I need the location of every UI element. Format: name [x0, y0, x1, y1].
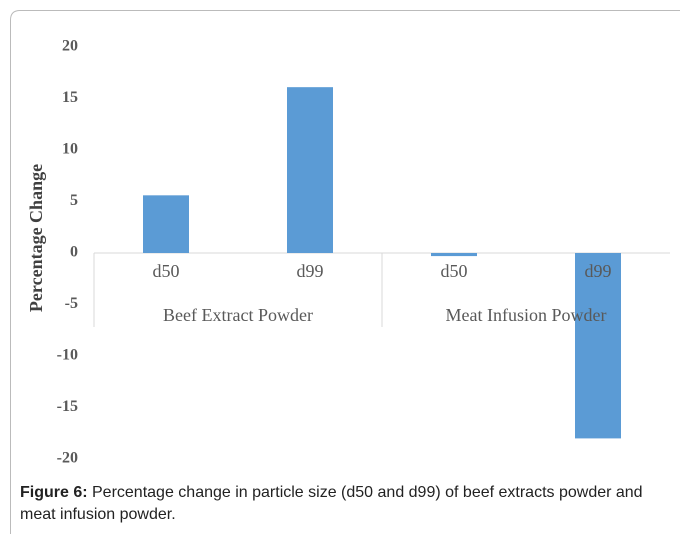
bar	[431, 253, 477, 257]
bar	[143, 195, 189, 253]
x-tick-label: d99	[297, 261, 324, 281]
y-tick-label: -5	[65, 295, 78, 312]
bar	[575, 253, 621, 439]
bar	[287, 87, 333, 253]
frame	[10, 10, 680, 534]
y-tick-label: 0	[70, 244, 78, 261]
x-tick-label: d50	[153, 261, 180, 281]
y-axis-label: Percentage Change	[26, 164, 46, 312]
x-tick-label: d99	[585, 261, 612, 281]
y-tick-label: -15	[57, 398, 78, 415]
y-tick-label: 10	[62, 141, 78, 158]
caption: Figure 6: Percentage change in particle …	[20, 482, 670, 526]
x-tick-label: d50	[441, 261, 468, 281]
y-tick-label: -10	[57, 347, 78, 364]
caption-text: Percentage change in particle size (d50 …	[20, 484, 643, 523]
y-tick-label: 5	[70, 192, 78, 209]
group-label: Meat Infusion Powder	[446, 305, 607, 325]
group-label: Beef Extract Powder	[163, 305, 313, 325]
y-tick-label: -20	[57, 450, 78, 467]
y-tick-label: 20	[62, 38, 78, 55]
caption-label: Figure 6:	[20, 484, 88, 501]
y-tick-label: 15	[62, 89, 78, 106]
